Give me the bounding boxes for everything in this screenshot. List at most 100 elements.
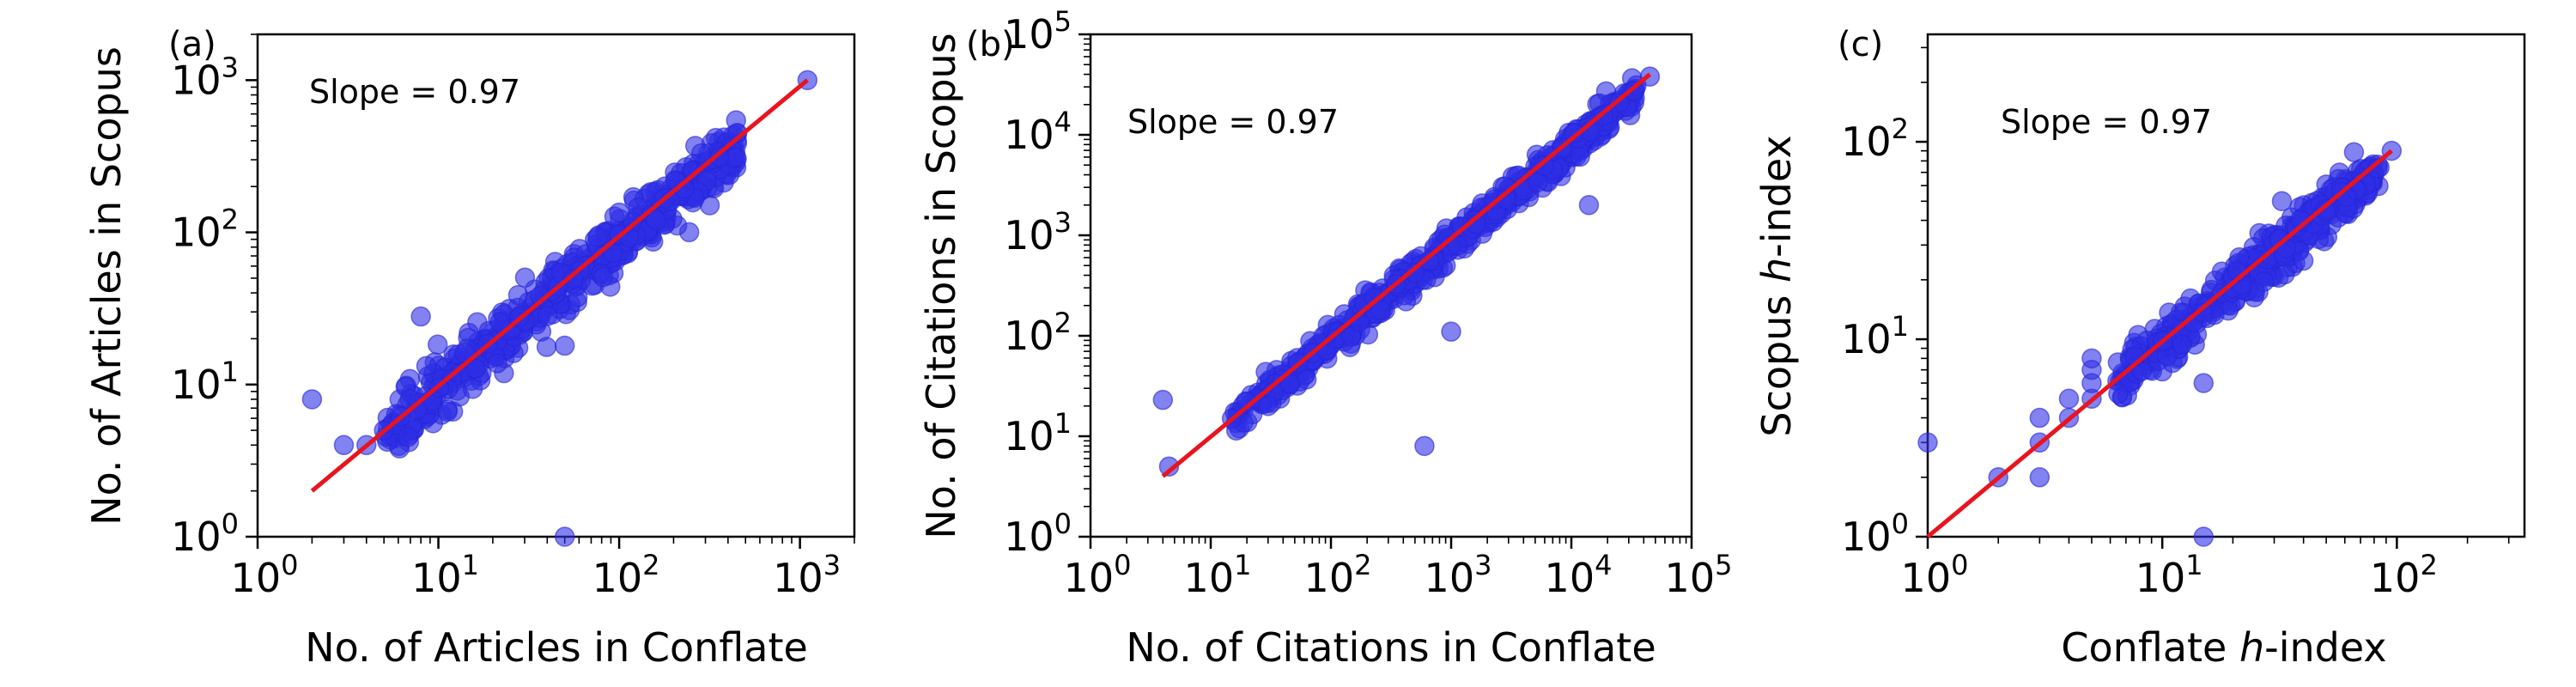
data-point (1258, 396, 1279, 416)
y-tick-label: 102 (171, 204, 239, 256)
plot-frame-b (1089, 33, 1693, 538)
x-tick-label: 100 (1064, 549, 1132, 601)
y-tick-label: 103 (171, 51, 239, 103)
data-point (554, 335, 575, 356)
y-tick-label: 105 (1004, 5, 1072, 58)
data-point (726, 146, 747, 167)
x-axis-label-c: Conflate h-index (2061, 624, 2386, 671)
data-point (2192, 302, 2214, 323)
data-point (1296, 369, 1317, 390)
x-tick-label: 100 (231, 549, 299, 601)
slope-annotation-c: Slope = 0.97 (2001, 103, 2212, 141)
x-tick-label: 103 (773, 549, 841, 601)
x-axis-label-b: No. of Citations in Conflate (1126, 624, 1656, 671)
x-tick-label: 101 (411, 549, 479, 601)
data-point (1527, 172, 1548, 193)
y-tick-label: 100 (171, 508, 239, 560)
data-point (1441, 321, 1461, 342)
data-point (2081, 348, 2102, 369)
x-tick-label: 101 (1184, 549, 1252, 601)
y-axis-label-c: Scopus h-index (1753, 135, 1800, 436)
data-point (2293, 250, 2314, 271)
panel-tag-b: (b) (966, 25, 1015, 64)
data-point (587, 227, 608, 247)
data-point (437, 401, 458, 423)
data-point (567, 287, 588, 307)
data-point (2172, 334, 2192, 355)
slope-annotation-b: Slope = 0.97 (1127, 103, 1339, 141)
data-point (333, 435, 355, 456)
data-point (592, 266, 613, 288)
plot-frame-c (1926, 33, 2526, 538)
y-tick-label: 102 (1841, 112, 1909, 165)
y-tick-label: 101 (171, 356, 239, 408)
data-point (1152, 389, 1174, 410)
points-a (301, 70, 818, 547)
panel-a: (a) Slope = 0.97 No. of Articles in Conf… (83, 25, 856, 671)
y-tick-label: 103 (1004, 206, 1072, 258)
data-point (465, 358, 486, 380)
data-point (2058, 388, 2080, 410)
data-point (489, 312, 510, 332)
y-tick-label: 100 (1841, 508, 1909, 560)
data-point (646, 210, 666, 231)
ticks-c: 100 101 102 100 101 102 (1841, 46, 2510, 601)
data-point (537, 306, 558, 326)
ticks-b: 100 101 102 103 104 105 100 101 102 103 104 105 (1004, 5, 1732, 601)
y-tick-label: 101 (1004, 407, 1072, 459)
x-tick-label: 102 (592, 549, 660, 601)
y-tick-label: 104 (1004, 106, 1072, 158)
x-axis-label-a: No. of Articles in Conflate (305, 624, 808, 671)
ticks-a: 100 101 102 103 100 101 102 103 (171, 33, 855, 601)
data-point (1534, 155, 1555, 176)
data-point (563, 268, 584, 289)
x-tick-label: 100 (1901, 549, 1969, 601)
x-tick-label: 104 (1545, 549, 1613, 601)
y-axis-label-b: No. of Citations in Scopus (918, 33, 964, 538)
data-point (1279, 374, 1301, 394)
y-axis-label-a: No. of Articles in Scopus (83, 46, 130, 526)
slope-annotation-a: Slope = 0.97 (309, 73, 520, 111)
data-point (462, 379, 483, 399)
panel-tag-c: (c) (1838, 25, 1883, 64)
data-point (2193, 526, 2215, 547)
data-point (609, 202, 629, 223)
data-point (416, 356, 437, 376)
panel-tag-a: (a) (168, 25, 216, 64)
x-tick-label: 101 (2136, 549, 2203, 601)
data-point (1404, 263, 1425, 283)
fit-line-b (1161, 72, 1652, 478)
x-tick-label: 105 (1665, 549, 1733, 601)
x-tick-label: 102 (2370, 549, 2438, 601)
data-point (2254, 271, 2275, 292)
data-point (2029, 467, 2050, 488)
data-point (1917, 432, 1938, 453)
data-point (514, 267, 536, 288)
data-point (1370, 300, 1391, 320)
points-c (1917, 140, 2403, 547)
data-point (2275, 264, 2295, 285)
data-point (1447, 235, 1468, 256)
panel-b: (b) Slope = 0.97 No. of Citations in Con… (918, 5, 1732, 671)
data-point (1414, 435, 1435, 457)
data-point (1570, 146, 1590, 167)
data-point (554, 526, 575, 547)
data-point (1419, 250, 1440, 271)
x-tick-label: 103 (1425, 549, 1492, 601)
y-tick-label: 102 (1004, 307, 1072, 359)
data-point (467, 312, 488, 332)
data-point (398, 427, 418, 447)
panel-c: (c) Slope = 0.97 Conflate h-index Scopus… (1753, 25, 2526, 671)
data-point (1158, 456, 1180, 477)
data-point (410, 306, 431, 327)
data-point (301, 389, 323, 410)
data-point (487, 353, 507, 374)
fit-line-c (1926, 149, 2393, 538)
x-tick-label: 102 (1304, 549, 1372, 601)
data-point (1578, 195, 1600, 216)
y-tick-label: 101 (1841, 310, 1909, 362)
y-tick-label: 100 (1004, 508, 1072, 560)
data-point (2193, 373, 2215, 393)
data-point (2029, 407, 2050, 429)
